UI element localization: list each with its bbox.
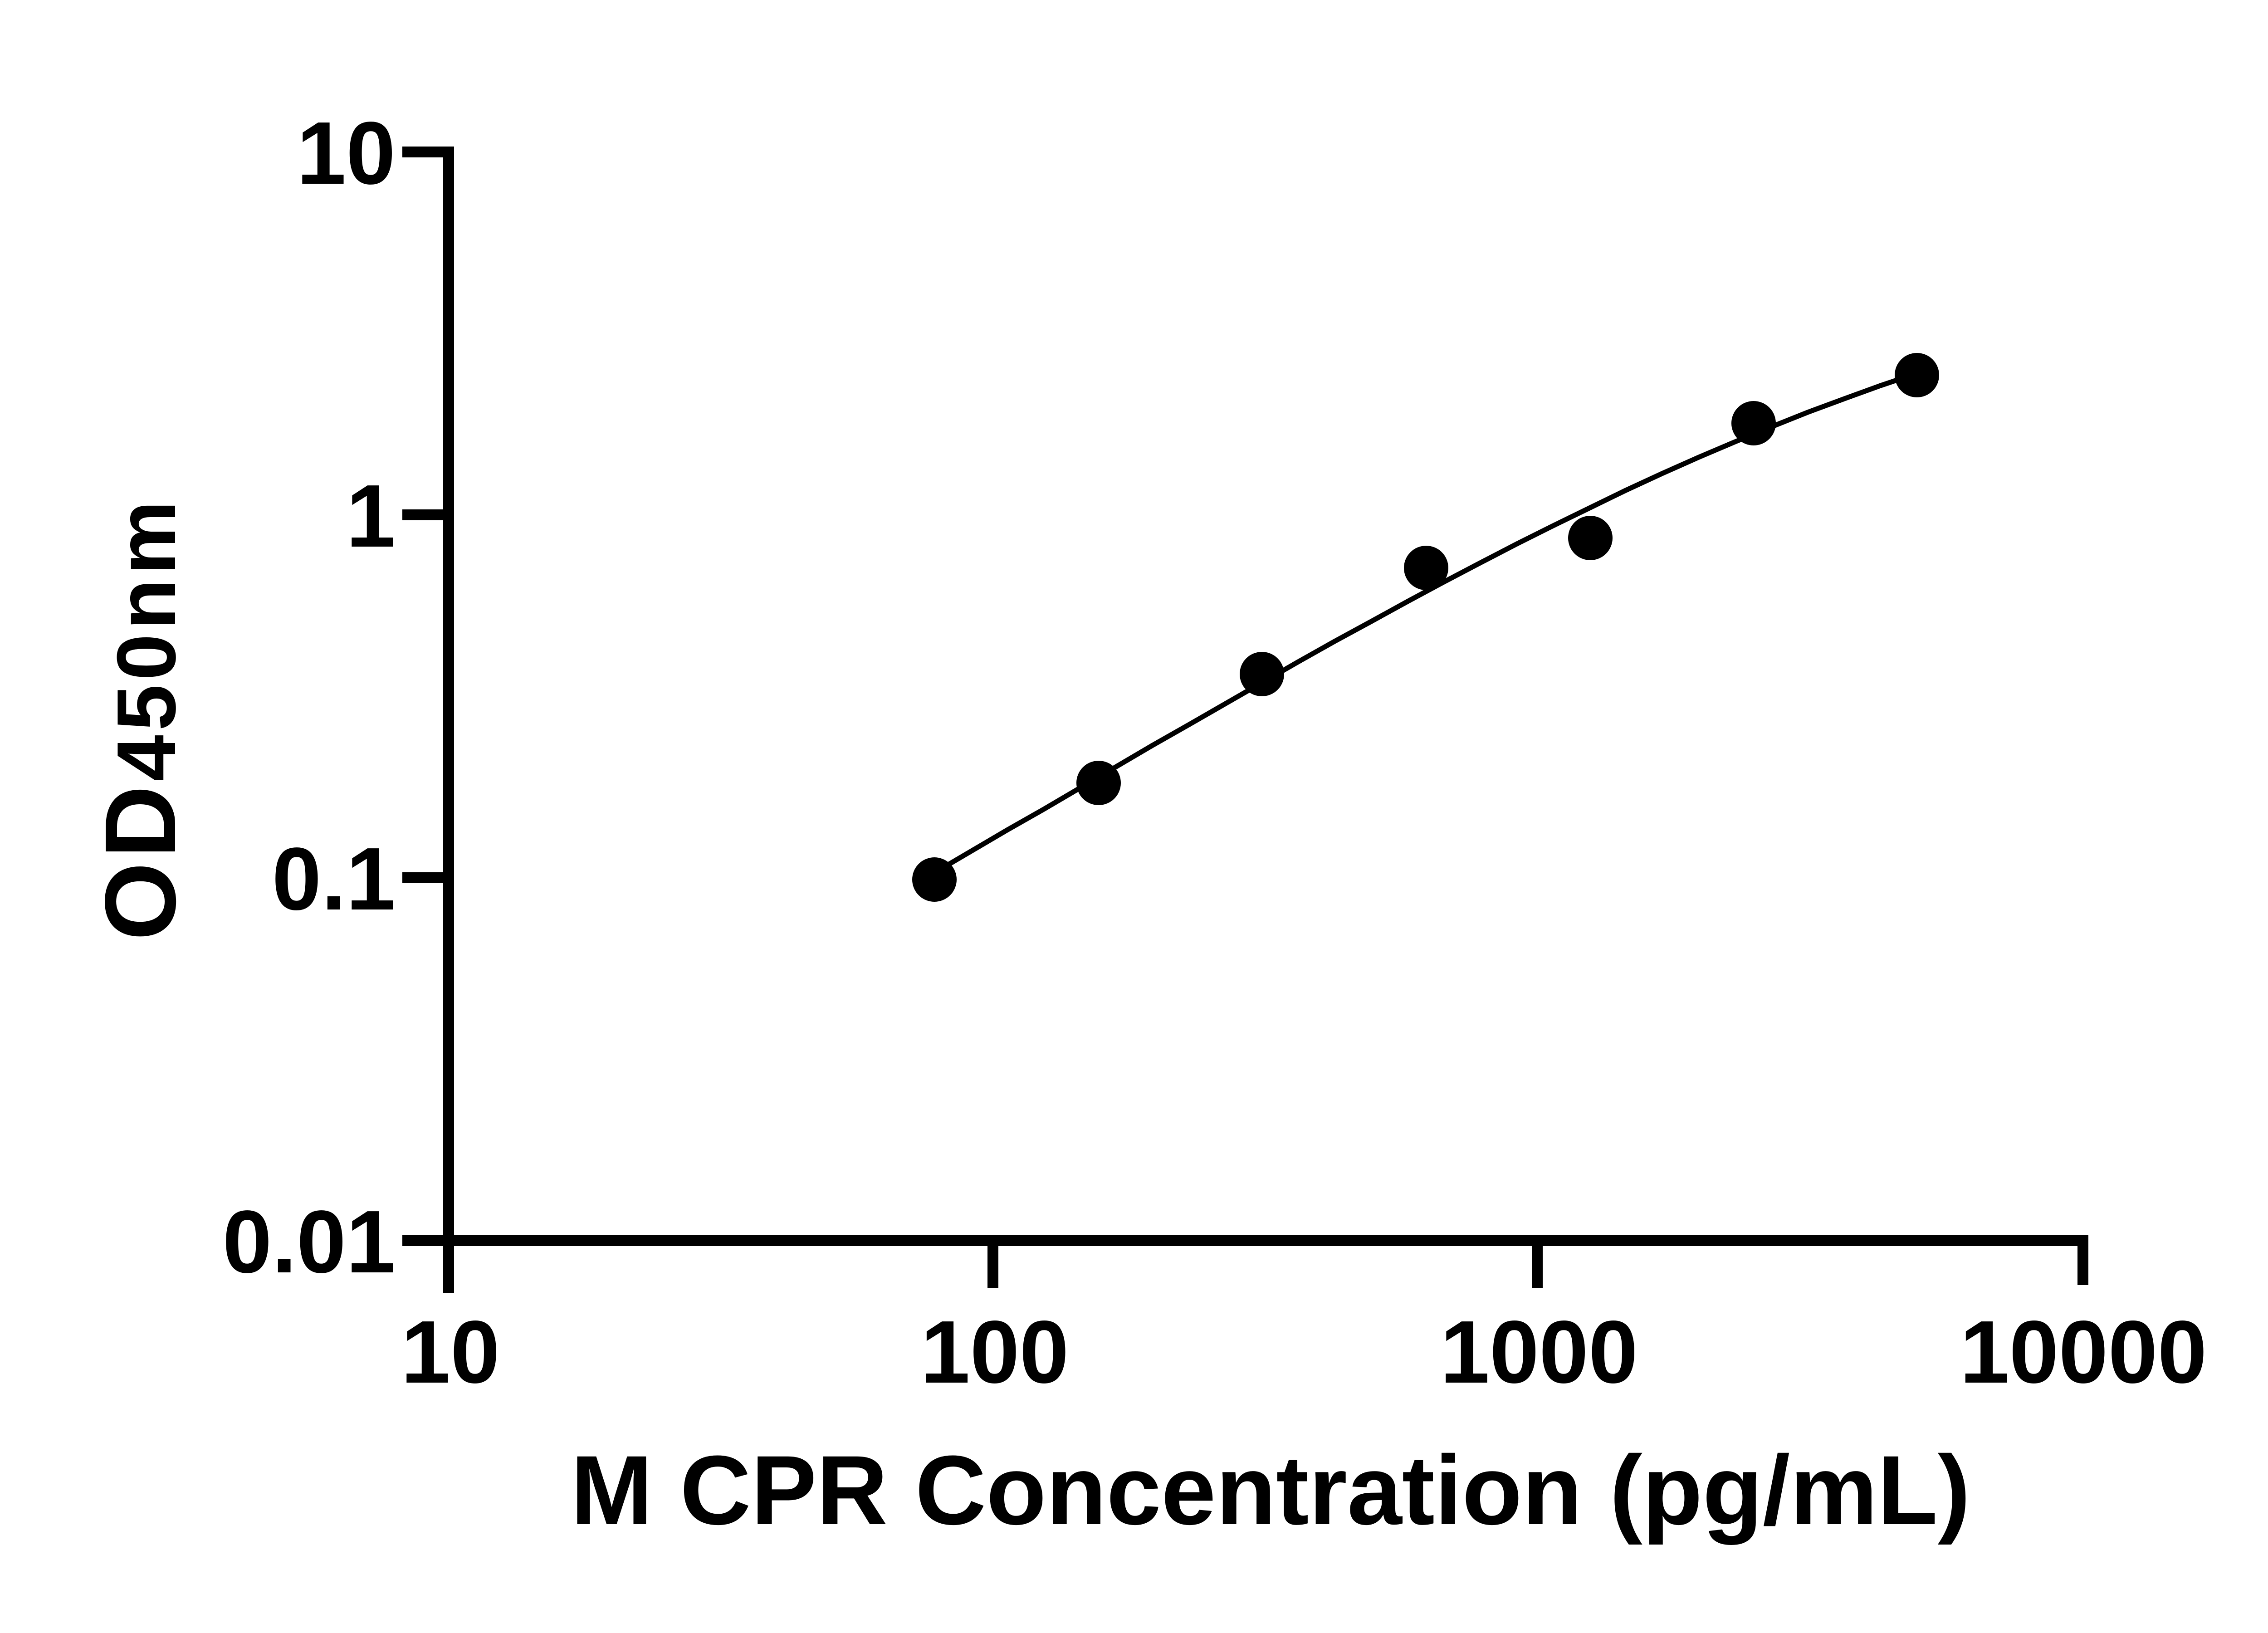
svg-text:10000: 10000	[1960, 1302, 2207, 1402]
svg-text:OD450nm: OD450nm	[84, 497, 197, 941]
svg-text:1: 1	[346, 466, 396, 566]
svg-text:10: 10	[401, 1302, 500, 1402]
svg-text:M CPR Concentration (pg/mL): M CPR Concentration (pg/mL)	[571, 1435, 1970, 1545]
svg-text:10: 10	[297, 103, 396, 203]
svg-text:0.1: 0.1	[272, 829, 396, 929]
svg-text:0.01: 0.01	[223, 1192, 396, 1291]
svg-text:1000: 1000	[1440, 1302, 1638, 1402]
svg-text:100: 100	[920, 1302, 1069, 1402]
